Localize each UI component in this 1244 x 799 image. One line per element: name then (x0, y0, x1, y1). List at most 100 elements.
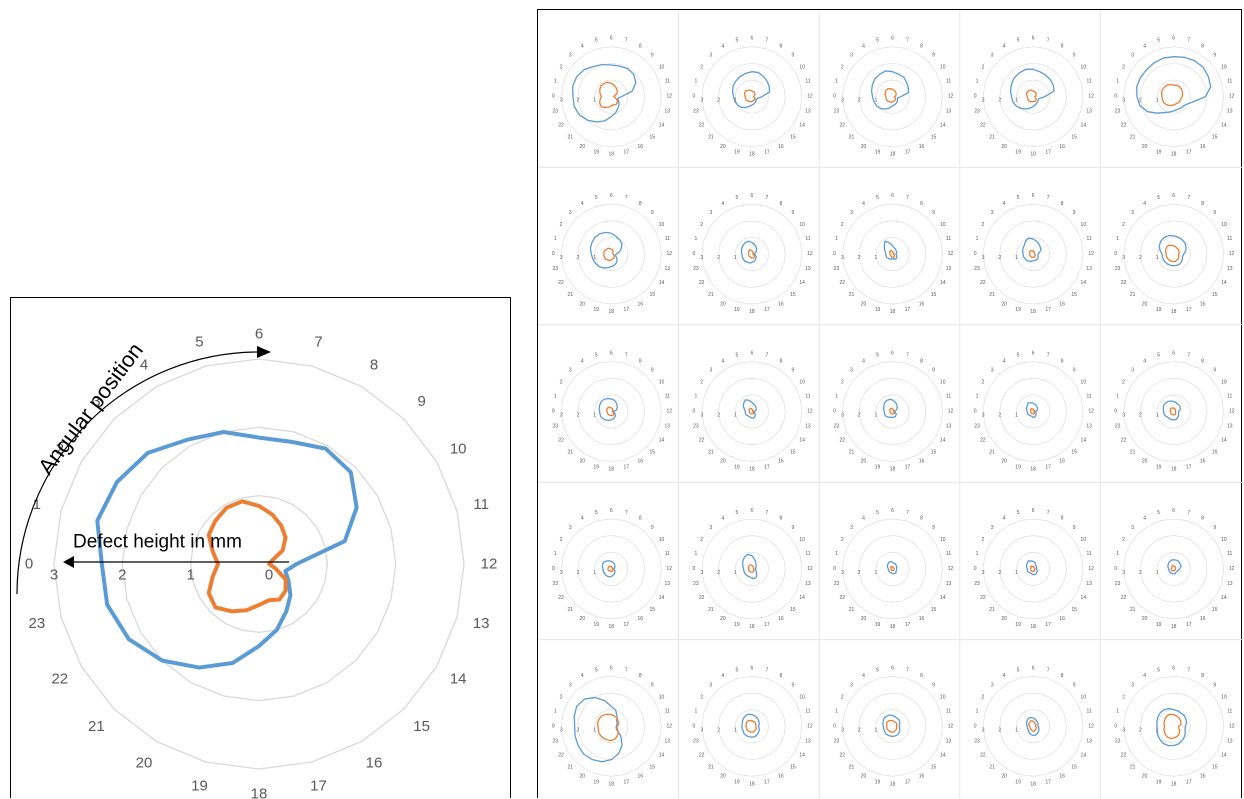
mini-angle-label: 20 (720, 774, 726, 780)
mini-radial-tick-label: 1 (1156, 727, 1159, 733)
mini-angle-label: 10 (1221, 222, 1227, 228)
mini-angle-label: 11 (1087, 79, 1092, 85)
mini-angle-label: 16 (1200, 774, 1206, 780)
mini-angle-label: 19 (594, 465, 600, 471)
mini-angle-label: 5 (1017, 38, 1020, 44)
mini-angle-label: 4 (1003, 201, 1006, 207)
main-angle-label: 13 (473, 615, 490, 632)
mini-angle-label: 15 (650, 450, 656, 456)
mini-grid-ring (859, 536, 926, 603)
mini-grid-ring (1157, 552, 1190, 585)
mini-angle-label: 14 (659, 280, 665, 286)
mini-grid-ring (983, 204, 1083, 304)
mini-angle-label: 11 (1087, 708, 1092, 714)
mini-angle-label: 0 (693, 566, 696, 572)
mini-angle-label: 7 (625, 667, 628, 673)
mini-radial-tick-label: 3 (1122, 98, 1125, 104)
mini-angle-label: 1 (694, 79, 697, 85)
mini-angle-label: 4 (862, 43, 865, 49)
mini-angle-label: 17 (764, 779, 770, 785)
mini-angle-label: 9 (792, 525, 795, 531)
mini-angle-label: 9 (651, 525, 654, 531)
mini-radial-tick-label: 3 (841, 570, 844, 576)
mini-angle-label: 11 (805, 79, 810, 85)
mini-grid-ring (859, 693, 926, 760)
mini-angle-label: 2 (700, 694, 703, 700)
mini-angle-label: 16 (638, 144, 644, 150)
mini-angle-label: 6 (751, 193, 754, 199)
mini-angle-label: 5 (735, 195, 738, 201)
mini-angle-label: 9 (1213, 367, 1216, 373)
mini-angle-label: 20 (1142, 301, 1148, 307)
mini-angle-label: 3 (850, 367, 853, 373)
mini-series-2-line (604, 248, 614, 260)
mini-angle-label: 20 (580, 616, 586, 622)
main-angle-label: 14 (450, 671, 467, 688)
mini-angle-label: 6 (1172, 508, 1175, 514)
mini-angle-label: 9 (932, 53, 935, 59)
mini-angle-label: 8 (1201, 516, 1204, 522)
mini-angle-label: 10 (940, 537, 946, 543)
mini-angle-label: 20 (720, 616, 726, 622)
mini-angle-label: 1 (976, 708, 979, 714)
mini-angle-label: 21 (989, 135, 995, 141)
mini-angle-label: 6 (1032, 351, 1035, 357)
mini-angle-label: 7 (1047, 38, 1050, 44)
mini-angle-label: 8 (780, 43, 783, 49)
mini-angle-label: 21 (708, 292, 714, 298)
mini-radial-tick-label: 1 (1156, 413, 1159, 419)
mini-angle-label: 3 (709, 53, 712, 59)
mini-angle-label: 11 (1227, 79, 1232, 85)
mini-angle-label: 13 (665, 424, 671, 430)
mini-angle-label: 22 (1121, 123, 1127, 129)
mini-series-1-line (1163, 401, 1180, 420)
mini-angle-label: 5 (1157, 352, 1160, 358)
mini-grid-ring (1140, 378, 1207, 445)
mini-angle-label: 6 (1032, 36, 1035, 42)
mini-angle-label: 12 (948, 723, 954, 729)
main-angle-label: 6 (255, 326, 263, 343)
mini-angle-label: 6 (1032, 665, 1035, 671)
mini-angle-label: 1 (554, 393, 557, 399)
mini-angle-label: 0 (833, 251, 836, 257)
mini-grid-ring (1016, 395, 1049, 428)
mini-angle-label: 13 (805, 581, 811, 587)
mini-radial-tick-label: 1 (593, 570, 596, 576)
mini-angle-label: 14 (940, 123, 946, 129)
mini-angle-label: 9 (1073, 682, 1076, 688)
main-angle-label: 0 (25, 556, 33, 573)
mini-angle-label: 7 (906, 667, 909, 673)
mini-angle-label: 5 (595, 38, 598, 44)
mini-grid-ring (1140, 221, 1207, 288)
mini-radial-tick-label: 1 (875, 413, 878, 419)
mini-angle-label: 20 (720, 301, 726, 307)
mini-angle-label: 1 (835, 708, 838, 714)
mini-angle-label: 14 (799, 752, 805, 758)
mini-angle-label: 17 (1045, 779, 1051, 785)
mini-angle-label: 14 (940, 752, 946, 758)
mini-radial-tick-label: 2 (998, 413, 1001, 419)
mini-angle-label: 15 (931, 764, 937, 770)
mini-angle-label: 7 (906, 510, 909, 516)
mini-angle-label: 6 (1172, 193, 1175, 199)
mini-angle-label: 16 (778, 144, 784, 150)
mini-angle-label: 11 (665, 551, 670, 557)
mini-radial-tick-label: 3 (982, 727, 985, 733)
mini-angle-label: 4 (862, 358, 865, 364)
mini-angle-label: 22 (1121, 438, 1127, 444)
mini-angle-label: 0 (833, 409, 836, 415)
mini-radial-tick-label: 3 (982, 98, 985, 104)
mini-radial-tick-label: 3 (841, 98, 844, 104)
mini-angle-label: 7 (625, 38, 628, 44)
mini-grid-ring (859, 221, 926, 288)
mini-angle-label: 3 (1131, 210, 1134, 216)
mini-radial-tick-label: 2 (717, 255, 720, 261)
mini-angle-label: 1 (1116, 551, 1119, 557)
